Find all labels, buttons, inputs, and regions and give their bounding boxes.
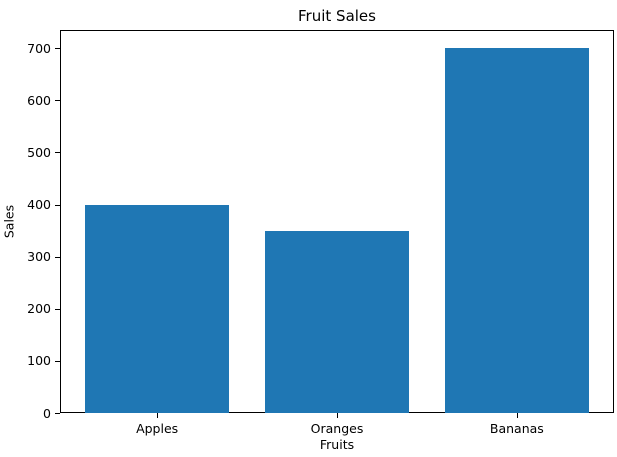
x-axis-label: Fruits [319,437,355,452]
y-tick-label: 600 [27,92,51,108]
y-tick-label: 100 [27,353,51,369]
y-tick-label: 200 [27,301,51,317]
y-tick-label: 500 [27,144,51,160]
bar-apples [85,204,230,413]
y-tick-mark [55,308,60,310]
y-tick-label: 400 [27,197,51,213]
y-tick-mark [55,48,60,50]
y-tick-label: 0 [43,405,51,421]
y-tick-mark [55,100,60,102]
x-tick-mark [516,413,518,418]
y-tick-mark [55,152,60,154]
y-tick-mark [55,360,60,362]
x-tick-label-oranges: Oranges [310,421,364,436]
y-tick-mark [55,256,60,258]
x-tick-mark [337,413,338,418]
x-tick-label-bananas: Bananas [489,421,544,436]
y-tick-mark [55,413,60,414]
chart-title: Fruit Sales [298,7,376,25]
y-tick-mark [55,204,60,206]
y-tick-label: 300 [27,249,51,265]
x-tick-label-apples: Apples [136,421,179,436]
y-tick-label: 700 [27,40,51,56]
bar-bananas [444,48,589,413]
bar-oranges [265,230,409,413]
x-tick-mark [157,413,159,418]
